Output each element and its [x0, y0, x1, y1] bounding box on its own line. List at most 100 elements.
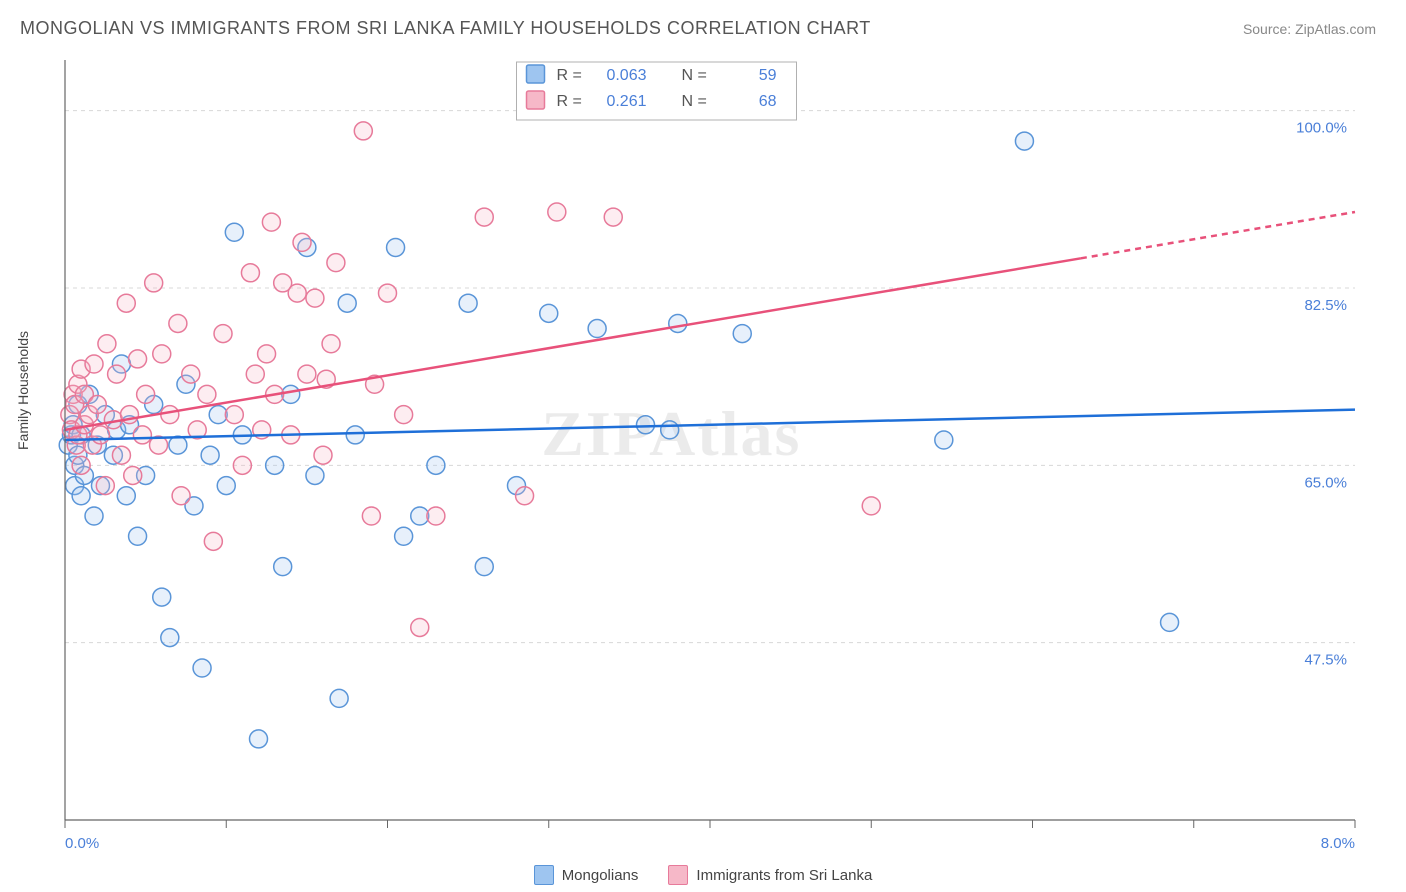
data-point — [935, 431, 953, 449]
data-point — [241, 264, 259, 282]
data-point — [201, 446, 219, 464]
n-label: N = — [682, 67, 707, 84]
legend-swatch — [527, 91, 545, 109]
data-point — [733, 325, 751, 343]
data-point — [346, 426, 364, 444]
data-point — [193, 659, 211, 677]
data-point — [129, 527, 147, 545]
data-point — [117, 487, 135, 505]
data-point — [108, 365, 126, 383]
data-point — [137, 385, 155, 403]
data-point — [862, 497, 880, 515]
data-point — [1015, 132, 1033, 150]
data-point — [540, 304, 558, 322]
data-point — [209, 406, 227, 424]
legend-item: Immigrants from Sri Lanka — [668, 865, 872, 885]
data-point — [72, 487, 90, 505]
data-point — [516, 487, 534, 505]
data-point — [117, 294, 135, 312]
data-point — [322, 335, 340, 353]
chart-title: MONGOLIAN VS IMMIGRANTS FROM SRI LANKA F… — [20, 18, 871, 39]
data-point — [274, 558, 292, 576]
r-label: R = — [557, 67, 582, 84]
data-point — [362, 507, 380, 525]
x-tick-label: 0.0% — [65, 835, 99, 850]
data-point — [395, 527, 413, 545]
data-point — [169, 314, 187, 332]
data-point — [169, 436, 187, 454]
data-point — [153, 345, 171, 363]
data-point — [354, 122, 372, 140]
data-point — [124, 466, 142, 484]
data-point — [217, 477, 235, 495]
data-point — [96, 477, 114, 495]
data-point — [225, 406, 243, 424]
trend-line-extrapolated — [1081, 212, 1355, 258]
legend-item: Mongolians — [534, 865, 639, 885]
data-point — [145, 274, 163, 292]
chart-container: Family Households 47.5%65.0%82.5%100.0%Z… — [20, 50, 1386, 885]
data-point — [427, 456, 445, 474]
data-point — [246, 365, 264, 383]
data-point — [172, 487, 190, 505]
data-point — [262, 213, 280, 231]
data-point — [661, 421, 679, 439]
data-point — [306, 289, 324, 307]
data-point — [153, 588, 171, 606]
data-point — [411, 618, 429, 636]
data-point — [314, 446, 332, 464]
n-value: 68 — [759, 93, 777, 110]
data-point — [298, 365, 316, 383]
y-tick-label: 47.5% — [1304, 652, 1347, 669]
y-tick-label: 82.5% — [1304, 297, 1347, 314]
data-point — [293, 233, 311, 251]
data-point — [204, 532, 222, 550]
data-point — [72, 456, 90, 474]
y-tick-label: 65.0% — [1304, 474, 1347, 491]
legend-swatch — [534, 865, 554, 885]
data-point — [91, 426, 109, 444]
data-point — [214, 325, 232, 343]
data-point — [161, 406, 179, 424]
n-label: N = — [682, 93, 707, 110]
data-point — [182, 365, 200, 383]
data-point — [133, 426, 151, 444]
data-point — [395, 406, 413, 424]
data-point — [427, 507, 445, 525]
data-point — [112, 446, 130, 464]
data-point — [98, 335, 116, 353]
r-label: R = — [557, 93, 582, 110]
data-point — [250, 730, 268, 748]
data-point — [1161, 613, 1179, 631]
chart-header: MONGOLIAN VS IMMIGRANTS FROM SRI LANKA F… — [0, 0, 1406, 47]
y-tick-label: 100.0% — [1296, 120, 1347, 137]
data-point — [669, 314, 687, 332]
y-axis-label: Family Households — [15, 331, 31, 450]
data-point — [198, 385, 216, 403]
legend-swatch — [527, 65, 545, 83]
data-point — [88, 396, 106, 414]
data-point — [306, 466, 324, 484]
data-point — [282, 385, 300, 403]
data-point — [330, 689, 348, 707]
data-point — [411, 507, 429, 525]
legend-label: Immigrants from Sri Lanka — [696, 867, 872, 884]
r-value: 0.063 — [606, 67, 646, 84]
data-point — [459, 294, 477, 312]
data-point — [225, 223, 243, 241]
data-point — [327, 254, 345, 272]
data-point — [637, 416, 655, 434]
data-point — [288, 284, 306, 302]
data-point — [258, 345, 276, 363]
n-value: 59 — [759, 67, 777, 84]
legend-swatch — [668, 865, 688, 885]
data-point — [548, 203, 566, 221]
x-tick-label: 8.0% — [1321, 835, 1355, 850]
legend-label: Mongolians — [562, 867, 639, 884]
data-point — [266, 456, 284, 474]
data-point — [129, 350, 147, 368]
data-point — [233, 456, 251, 474]
data-point — [387, 238, 405, 256]
data-point — [379, 284, 397, 302]
data-point — [588, 320, 606, 338]
